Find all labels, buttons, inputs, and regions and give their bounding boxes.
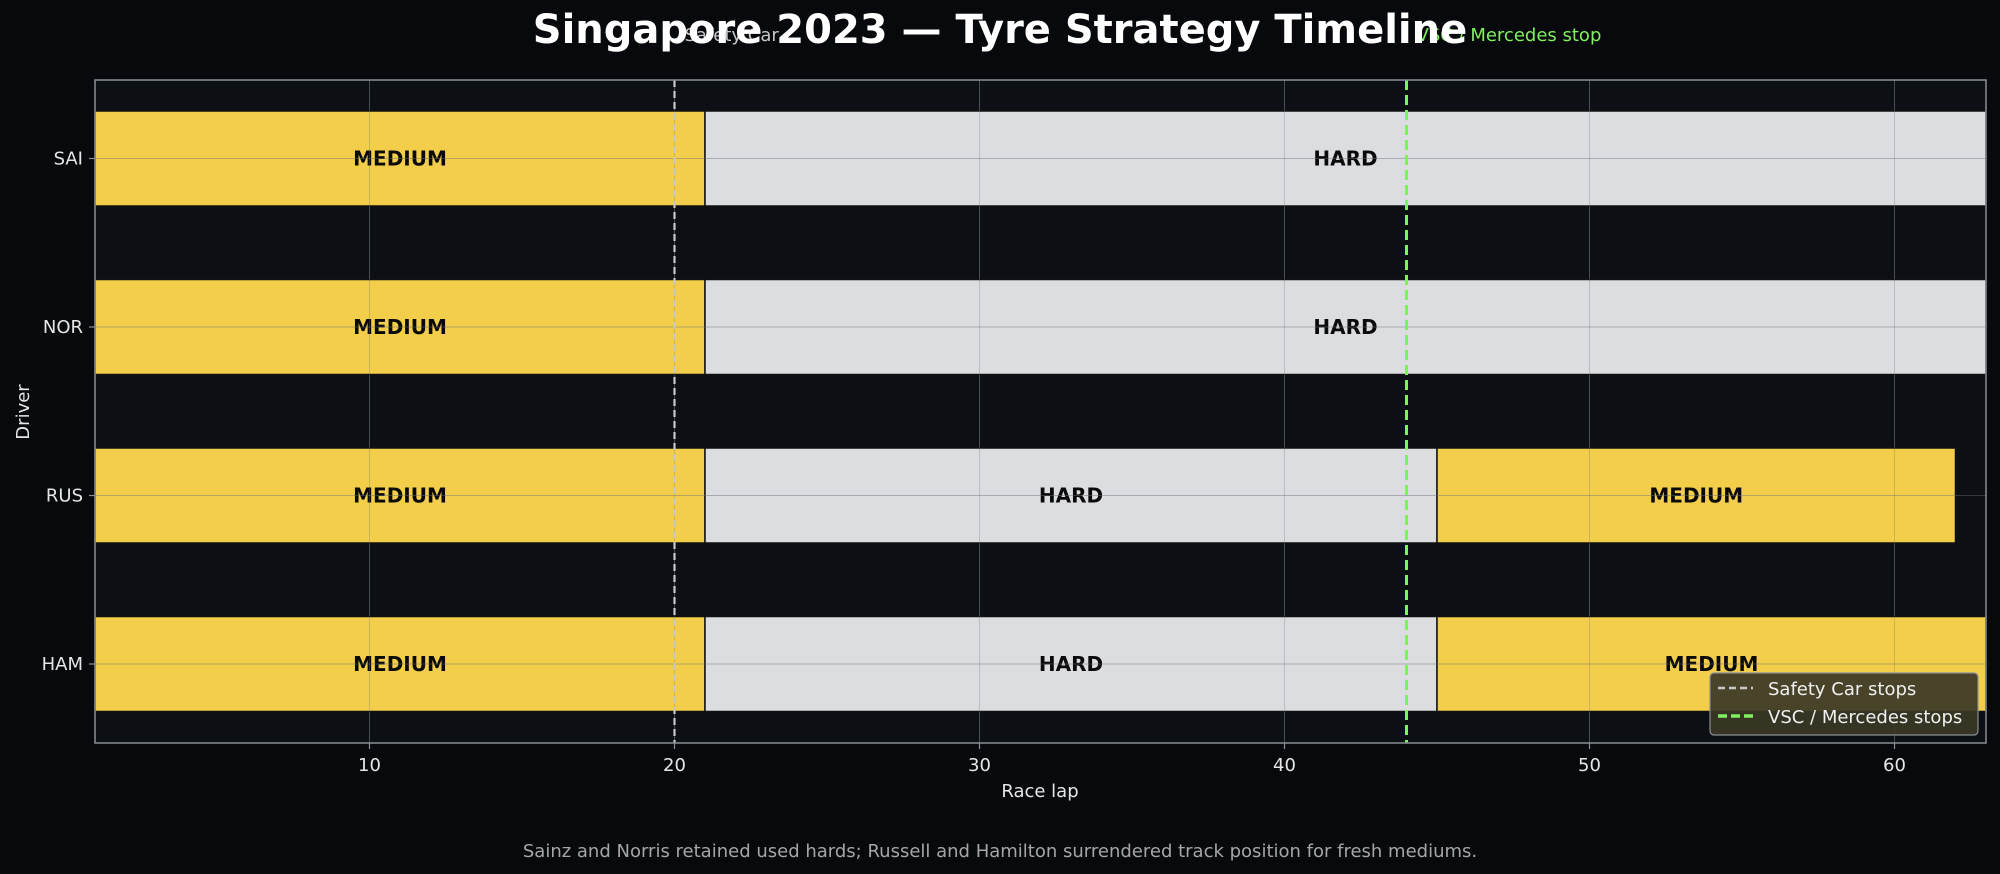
- stint-bar: [704, 447, 1438, 544]
- x-tick-label: 60: [1883, 755, 1906, 776]
- stint-label: MEDIUM: [353, 147, 447, 171]
- stint-label: HARD: [1313, 315, 1377, 339]
- event-label: VSC / Mercedes stop: [1417, 25, 1602, 46]
- stint-label: MEDIUM: [353, 652, 447, 676]
- legend-label-vsc: VSC / Mercedes stops: [1768, 707, 1962, 728]
- stint-label: MEDIUM: [1649, 484, 1743, 508]
- x-tick-label: 10: [358, 755, 381, 776]
- stint-label: MEDIUM: [353, 315, 447, 339]
- stint-label: MEDIUM: [353, 484, 447, 508]
- stint-bar: [94, 615, 706, 713]
- event-label: Safety Car: [685, 25, 780, 46]
- x-tick-label: 40: [1273, 755, 1296, 776]
- stint-bar: [1436, 447, 1957, 544]
- stint-label: HARD: [1039, 484, 1103, 508]
- axes: 10 20 30 40 50 60 SAI NOR RUS HAM: [42, 149, 1906, 777]
- event-lines: Safety Car VSC / Mercedes stop: [673, 25, 1602, 743]
- x-tick-label: 30: [968, 755, 991, 776]
- y-tick-label: NOR: [43, 317, 83, 338]
- x-tick-label: 20: [663, 755, 686, 776]
- plot-border: [94, 79, 1987, 744]
- y-tick-label: RUS: [46, 486, 83, 507]
- y-tick-label: SAI: [54, 149, 83, 170]
- legend: Safety Car stops VSC / Mercedes stops: [1709, 672, 1979, 736]
- stint-bar: [704, 615, 1438, 713]
- legend-box: [1709, 672, 1979, 736]
- stint-bar: [94, 110, 706, 207]
- stint-label: HARD: [1313, 147, 1377, 171]
- chart-title: Singapore 2023 — Tyre Strategy Timeline: [533, 7, 1467, 53]
- y-tick-label: HAM: [42, 654, 83, 675]
- y-axis-label: Driver: [13, 384, 34, 440]
- x-tick-label: 50: [1578, 755, 1601, 776]
- legend-label-safety-car: Safety Car stops: [1768, 679, 1916, 700]
- chart-caption: Sainz and Norris retained used hards; Ru…: [523, 841, 1477, 862]
- stint-bar: [704, 278, 1987, 376]
- stint-label: HARD: [1039, 652, 1103, 676]
- stint-label: MEDIUM: [1665, 652, 1759, 676]
- stint-bar: [94, 278, 706, 376]
- x-axis-label: Race lap: [1001, 781, 1078, 802]
